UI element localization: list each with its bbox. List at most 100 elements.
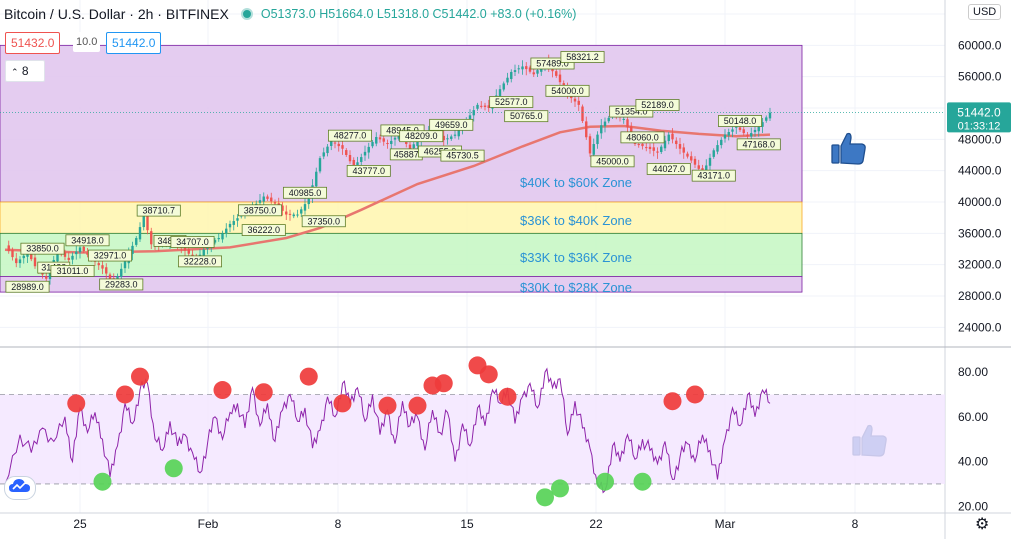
annotation-label: 52577.0: [495, 97, 528, 107]
annotation-box: [545, 84, 590, 97]
candle-body: [378, 137, 382, 140]
currency-label[interactable]: USD: [968, 4, 1002, 20]
gear-icon[interactable]: ⚙: [975, 516, 990, 533]
candle-body: [270, 197, 273, 202]
overbought-marker: [686, 385, 704, 404]
price-annotation: 47168.0: [736, 138, 781, 151]
x-tick-label: Feb: [198, 517, 219, 531]
candle-body: [187, 249, 190, 254]
zone-rect: [0, 276, 803, 293]
candle-body: [326, 146, 329, 154]
annotation-label: 40985.0: [289, 188, 322, 198]
ask-price-button[interactable]: 51442.0: [106, 32, 162, 54]
candle-body: [213, 240, 217, 243]
candle-body: [386, 142, 389, 145]
annotation-label: 37350.0: [307, 216, 340, 226]
candle-body: [551, 67, 554, 72]
annotation-label: 32971.0: [94, 251, 127, 261]
annotation-label: 34707.0: [176, 237, 209, 247]
candle-body: [577, 100, 580, 105]
candle-body: [108, 274, 112, 279]
annotation-box: [170, 236, 215, 248]
annotation-box: [5, 280, 50, 293]
candle-body: [727, 132, 730, 136]
tradingview-logo-icon[interactable]: [4, 476, 36, 500]
annotation-box: [327, 129, 372, 142]
candle-body: [678, 144, 682, 149]
candle-body: [483, 105, 487, 107]
overbought-marker: [479, 365, 498, 384]
candle-body: [288, 213, 292, 215]
candle-body: [67, 257, 70, 260]
annotation-label: 58321.2: [566, 52, 599, 62]
candle-body: [146, 214, 149, 231]
annotation-box: [718, 115, 763, 127]
annotation-box: [50, 265, 95, 277]
candle-body: [217, 238, 220, 240]
candle-body: [232, 221, 235, 225]
candle-body: [221, 233, 224, 240]
annotation-label: 33850.0: [26, 244, 59, 254]
annotation-label: 28989.0: [11, 282, 44, 292]
candle-body: [341, 145, 344, 149]
market-status-icon: [240, 8, 253, 20]
thumb-cuff: [831, 144, 840, 164]
annotation-label: 47168.0: [742, 139, 775, 149]
bid-price-button[interactable]: 51432.0: [5, 32, 61, 54]
price-annotation: 48277.0: [327, 129, 372, 142]
annotation-label: 46255.0: [424, 147, 457, 157]
price-tick-label: 44000.0: [958, 164, 1002, 178]
x-tick-label: 25: [73, 517, 87, 531]
annotation-box: [609, 105, 654, 118]
candle-body: [101, 265, 104, 269]
x-tick-label: 22: [589, 517, 603, 531]
x-tick-label: 15: [460, 517, 474, 531]
candle-body: [697, 165, 700, 169]
candle-body: [86, 252, 89, 255]
candle-body: [457, 129, 460, 137]
symbol-title[interactable]: Bitcoin / U.S. Dollar · 2h · BITFINEX: [4, 6, 229, 22]
candle-body: [33, 257, 37, 267]
price-annotation: 43171.0: [691, 169, 736, 182]
indicators-toggle-button[interactable]: ⌃ 8: [5, 60, 45, 82]
candle-body: [682, 147, 685, 153]
price-annotation: 28989.0: [5, 280, 50, 293]
annotation-box: [691, 169, 736, 182]
candle-body: [585, 121, 588, 138]
annotation-box: [646, 163, 691, 175]
price-annotation: 45730.5: [440, 149, 485, 162]
price-annotation: 57489.0: [530, 57, 575, 70]
candle-body: [476, 104, 479, 109]
candle-body: [746, 134, 749, 137]
candle-body: [588, 136, 592, 154]
candle-body: [82, 246, 85, 252]
candle-body: [296, 214, 299, 216]
annotation-label: 43777.0: [352, 166, 385, 176]
rsi-tick-label: 40.00: [958, 455, 988, 469]
overbought-marker: [299, 367, 318, 386]
candle-body: [63, 252, 67, 257]
candle-body: [716, 145, 719, 152]
candle-body: [757, 126, 760, 132]
candle-body: [390, 140, 393, 145]
candle-body: [363, 151, 367, 156]
overbought-marker: [213, 381, 232, 400]
candle-body: [202, 249, 205, 256]
candle-body: [416, 139, 419, 146]
candle-body: [78, 247, 82, 253]
candle-body: [656, 151, 659, 153]
candle-body: [393, 137, 397, 140]
price-annotation: 40985.0: [282, 186, 327, 199]
candle-body: [375, 136, 378, 144]
candle-body: [731, 129, 734, 132]
ohlc-readout: O51373.0 H51664.0 L51318.0 C51442.0 +83.…: [260, 7, 577, 21]
candle-body: [71, 255, 74, 260]
price-annotation: 52577.0: [489, 96, 534, 108]
candle-body: [408, 144, 412, 149]
annotation-label: 38710.7: [142, 206, 175, 216]
candle-body: [652, 147, 655, 151]
candle-body: [266, 196, 269, 199]
annotation-box: [301, 215, 346, 228]
